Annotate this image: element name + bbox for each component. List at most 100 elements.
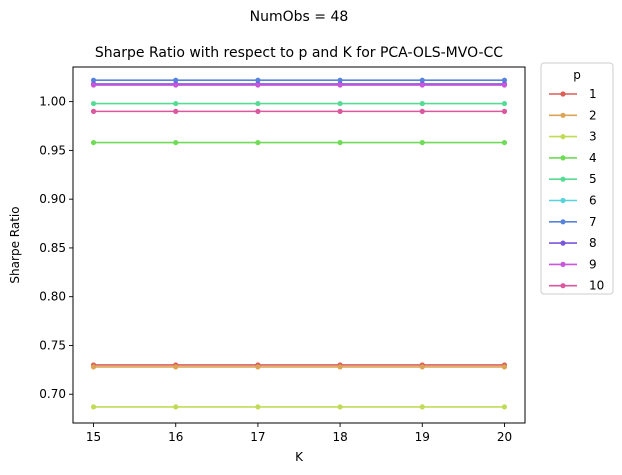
legend-item: 5 [549,172,597,186]
legend-marker [560,155,566,161]
data-point [337,364,343,370]
data-point [90,404,97,410]
series-3 [90,404,508,410]
data-point [337,139,343,146]
series-8 [90,81,508,87]
data-point [90,100,97,107]
data-point [255,108,261,114]
data-point [90,108,97,114]
x-tick-label: 19 [415,430,430,444]
data-point [501,404,508,410]
data-point [419,139,425,146]
legend-label: 1 [589,87,597,101]
legend-title: p [573,68,581,82]
legend-label: 4 [589,151,597,165]
legend-label: 9 [589,257,597,271]
y-tick-label: 1.00 [39,95,66,109]
data-point [173,139,179,146]
legend-marker [560,112,566,118]
legend-marker [560,91,566,97]
x-tick-label: 18 [332,430,347,444]
x-tick-label: 16 [168,430,183,444]
legend-label: 2 [589,108,597,122]
legend-item: 1 [549,87,597,101]
legend-label: 6 [589,194,597,208]
data-point [501,100,508,107]
legend-marker [560,261,566,267]
data-point [501,139,508,146]
plot-frame [72,66,526,424]
data-point [501,82,508,88]
y-axis: 0.70 0.75 0.80 0.85 0.90 0.95 1.00 [39,95,73,401]
data-point [419,404,425,410]
legend-item: 6 [549,194,597,208]
legend-label: 5 [589,172,597,186]
data-point [90,139,97,146]
data-point [419,77,425,83]
series-4 [90,139,508,146]
y-tick-label: 0.95 [39,143,66,157]
data-point [173,100,179,107]
data-point [419,364,425,370]
series-9 [90,82,508,88]
legend-label: 10 [589,279,604,293]
data-point [501,77,508,83]
data-point [255,77,261,83]
data-point [337,82,343,88]
series-2 [90,364,508,370]
legend-item: 3 [549,130,597,144]
legend-marker [560,197,566,204]
x-tick-label: 15 [86,430,101,444]
legend-label: 7 [589,215,597,229]
legend-item: 8 [549,236,597,250]
data-point [173,82,179,88]
data-point [255,82,261,88]
data-point [90,77,97,83]
figure-suptitle: NumObs = 48 [250,9,349,25]
series-5 [90,100,508,107]
y-tick-label: 0.90 [39,192,66,206]
y-axis-label: Sharpe Ratio [8,206,22,283]
x-axis-label: K [295,450,304,464]
data-point [173,77,179,83]
data-point [173,108,179,114]
data-point [501,364,508,370]
data-point [337,108,343,114]
y-tick-label: 0.70 [39,387,66,401]
legend-marker [560,240,566,246]
data-point [419,100,425,107]
legend-label: 8 [589,236,597,250]
y-tick-label: 0.85 [39,241,66,255]
data-point [337,77,343,83]
series-7 [90,77,508,83]
legend-marker [560,219,566,225]
data-point [90,364,97,370]
data-point [173,404,179,410]
data-point [255,404,261,410]
data-point [501,108,508,114]
series-10 [90,108,508,114]
series-layer [90,77,508,410]
y-tick-label: 0.75 [39,338,66,352]
y-tick-label: 0.80 [39,290,66,304]
legend-item: 4 [549,151,597,165]
data-point [255,364,261,370]
data-point [337,100,343,107]
legend-label: 3 [589,130,597,144]
data-point [419,82,425,88]
legend-item: 7 [549,215,597,229]
data-point [90,82,97,88]
legend: p 1 2 3 4 5 6 7 8 9 10 [540,62,614,295]
x-tick-label: 17 [250,430,265,444]
data-point [337,404,343,410]
data-point [255,139,261,146]
data-point [173,364,179,370]
legend-marker [560,176,566,182]
chart-title: Sharpe Ratio with respect to p and K for… [95,45,503,61]
data-point [255,100,261,107]
legend-item: 9 [549,257,597,271]
legend-marker [560,134,566,140]
x-axis: 15 16 17 18 19 20 [86,423,512,444]
x-tick-label: 20 [497,430,512,444]
